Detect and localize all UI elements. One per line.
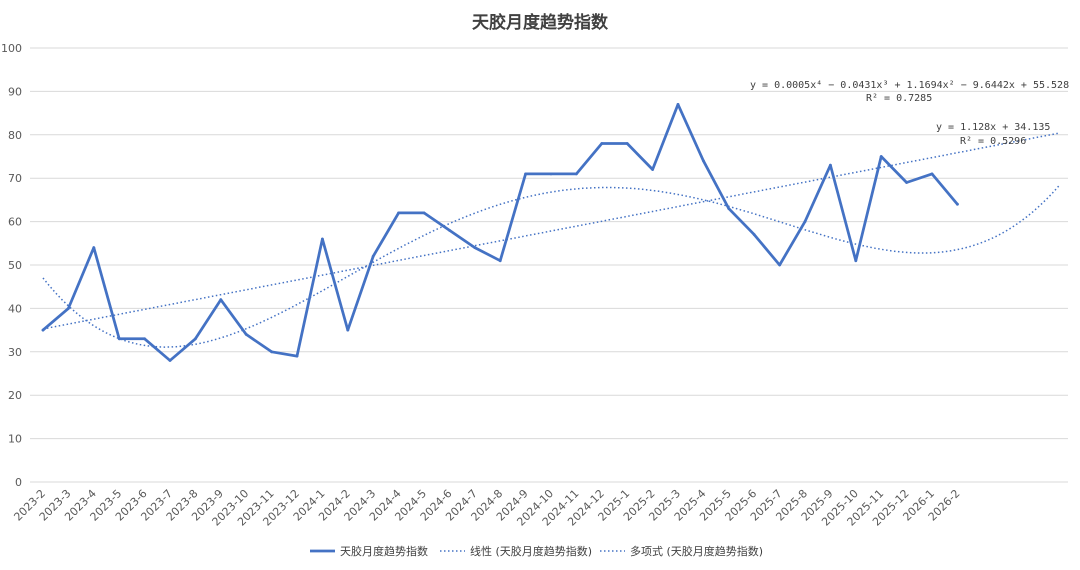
y-tick-label: 60	[8, 216, 22, 229]
trendlines	[42, 132, 1060, 348]
y-tick-label: 50	[8, 259, 22, 272]
data-point	[321, 237, 324, 241]
chart-title: 天胶月度趋势指数	[472, 13, 608, 33]
polynomial-equation-label: y = 0.0005x⁴ − 0.0431x³ + 1.1694x² − 9.6…	[750, 80, 1069, 91]
data-point	[676, 103, 680, 106]
data-point	[702, 159, 705, 163]
data-point	[270, 350, 273, 354]
polynomial-r-squared-label: R² = 0.7285	[866, 93, 932, 104]
data-point	[752, 233, 756, 237]
data-point	[549, 172, 553, 176]
data-point	[778, 263, 781, 267]
linear-r-squared-label: R² = 0.5296	[960, 136, 1026, 147]
y-axis-ticks: 0 10 20 30 40 50 60 70 80 90 100	[1, 42, 22, 489]
data-point	[879, 155, 883, 158]
data-point	[727, 207, 731, 211]
gridlines	[30, 47, 1068, 483]
legend-label: 多项式 (天胶月度趋势指数)	[630, 544, 763, 558]
data-point	[397, 211, 400, 215]
y-tick-label: 40	[8, 302, 22, 315]
data-point	[803, 220, 807, 224]
linear-trendline	[42, 132, 1060, 330]
y-tick-label: 70	[8, 172, 22, 185]
data-point	[143, 337, 147, 341]
y-tick-label: 90	[8, 85, 22, 98]
data-point	[600, 142, 604, 145]
y-tick-label: 30	[8, 346, 22, 359]
data-point	[194, 337, 197, 341]
data-point	[575, 172, 578, 176]
legend-label: 天胶月度趋势指数	[340, 544, 428, 558]
y-tick-label: 80	[8, 129, 22, 142]
data-point	[67, 307, 70, 310]
data-point	[498, 259, 502, 263]
data-point	[905, 181, 908, 184]
data-point	[219, 298, 223, 302]
data-point	[473, 246, 477, 250]
legend: 天胶月度趋势指数 线性 (天胶月度趋势指数) 多项式 (天胶月度趋势指数)	[310, 544, 763, 558]
y-tick-label: 10	[8, 433, 22, 446]
data-point	[422, 211, 426, 215]
data-point	[295, 354, 299, 358]
y-tick-label: 20	[8, 389, 22, 402]
x-axis-ticks: 2023-22023-32023-42023-52023-62023-72023…	[11, 487, 962, 529]
data-point	[854, 259, 858, 263]
y-tick-label: 0	[15, 476, 22, 489]
data-point	[346, 328, 350, 332]
data-point	[117, 337, 121, 341]
data-point	[625, 142, 629, 145]
data-point	[41, 328, 45, 332]
trend-equations: y = 0.0005x⁴ − 0.0431x³ + 1.1694x² − 9.6…	[750, 80, 1069, 147]
data-point	[371, 254, 375, 258]
linear-equation-label: y = 1.128x + 34.135	[936, 122, 1050, 133]
data-point	[930, 172, 934, 176]
data-point	[829, 163, 832, 167]
legend-label: 线性 (天胶月度趋势指数)	[470, 544, 592, 558]
data-point	[448, 228, 451, 232]
data-point	[524, 172, 527, 176]
data-point	[244, 333, 248, 336]
y-tick-label: 100	[1, 42, 22, 55]
data-point	[168, 359, 172, 362]
data-point	[651, 168, 654, 171]
polynomial-trendline	[42, 185, 1060, 348]
data-point	[956, 202, 959, 206]
series-lines	[41, 103, 959, 362]
series-line	[41, 103, 959, 362]
data-point	[92, 246, 96, 250]
